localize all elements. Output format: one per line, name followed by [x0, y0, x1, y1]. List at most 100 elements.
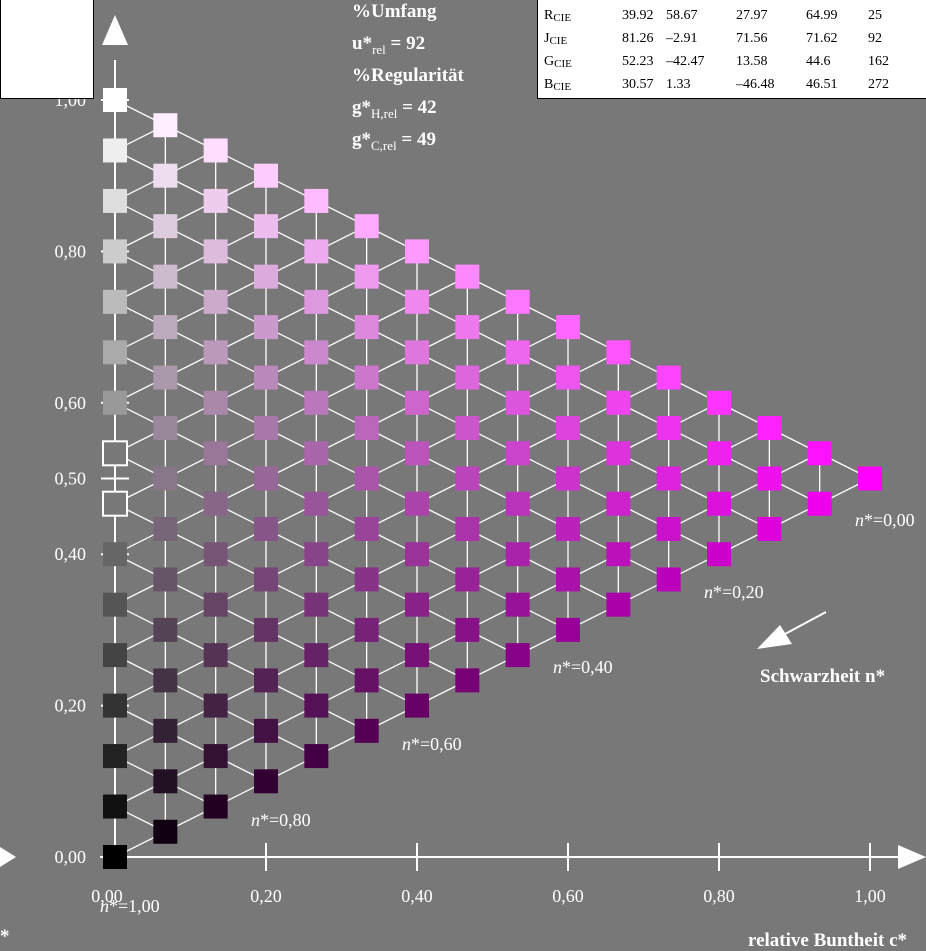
color-patch: [455, 416, 480, 441]
color-patch: [304, 542, 329, 567]
const-black-line: [114, 326, 569, 555]
n-label: n*=0,40: [553, 657, 613, 677]
y-tick-label: 0,50: [55, 469, 87, 489]
color-patch: [606, 491, 631, 516]
color-patch: [354, 264, 379, 289]
cie-table-box: RCIE 39.92 58.67 27.97 64.99 25 JCIE 81.26…: [537, 0, 926, 99]
color-patch: [757, 516, 782, 541]
schwarzheit-label: Schwarzheit n*: [760, 666, 885, 687]
color-patch: [203, 643, 228, 668]
color-patch: [254, 416, 278, 441]
y-axis-arrowhead: [102, 15, 128, 45]
color-patch: [153, 113, 178, 138]
left-arrowhead: [0, 847, 16, 867]
color-patch: [354, 466, 379, 491]
n-label: n*=0,60: [402, 734, 462, 754]
color-patch: [254, 769, 278, 794]
color-patch: [606, 441, 631, 466]
color-patch: [254, 668, 278, 693]
achromatic-hole: [102, 440, 128, 467]
color-patch: [203, 744, 228, 769]
color-patch: [304, 491, 329, 516]
color-patch: [203, 592, 228, 617]
color-patch: [807, 441, 832, 466]
color-patch: [707, 542, 731, 567]
color-patch: [254, 365, 278, 390]
color-patch: [656, 365, 681, 390]
color-patch: [304, 744, 329, 769]
color-patch: [556, 365, 580, 390]
color-patch: [405, 693, 429, 718]
cie-table: RCIE 39.92 58.67 27.97 64.99 25 JCIE 81.26…: [544, 4, 908, 96]
const-black-line: [114, 225, 367, 353]
color-patch: [405, 289, 429, 314]
color-patch: [153, 718, 178, 743]
schwarzheit-arrow-line: [784, 611, 827, 635]
color-patch: [103, 289, 127, 314]
color-patch: [203, 491, 228, 516]
x-axis-label: relative Buntheit c*: [748, 930, 907, 951]
y-tick-label: 0,00: [55, 847, 87, 867]
color-patch: [354, 214, 379, 239]
color-patch: [606, 390, 631, 415]
color-patch: [153, 769, 178, 794]
color-patch: [304, 441, 329, 466]
color-patch: [254, 466, 278, 491]
table-row: BCIE 30.57 1.33 –46.48 46.51 272: [544, 76, 889, 93]
color-patch: [354, 365, 379, 390]
color-patch: [455, 315, 480, 340]
metric-g-h-rel: g*H,rel = 42: [352, 97, 437, 121]
color-patch: [405, 592, 429, 617]
color-patch: [505, 592, 530, 617]
color-patch: [556, 315, 580, 340]
color-patch: [354, 416, 379, 441]
const-white-line: [114, 604, 367, 732]
color-patch: [254, 163, 278, 188]
color-patch: [203, 441, 228, 466]
color-patch: [304, 188, 329, 213]
color-patch: [304, 239, 329, 264]
color-patch: [254, 315, 278, 340]
const-white-line: [114, 705, 267, 782]
grid-lines: [114, 99, 871, 858]
color-patch: [203, 542, 228, 567]
color-patch: [556, 416, 580, 441]
const-black-line: [114, 175, 267, 252]
color-patch: [606, 542, 631, 567]
color-patch: [153, 163, 178, 188]
color-patch: [606, 592, 631, 617]
color-patch: [203, 794, 228, 819]
color-patch: [254, 718, 278, 743]
color-patch: [103, 794, 127, 819]
color-patch: [656, 516, 681, 541]
color-patch: [254, 214, 278, 239]
x-tick-label: 0,80: [703, 886, 735, 906]
metric-g-c-rel: g*C,rel = 49: [352, 129, 436, 153]
color-patch: [103, 744, 127, 769]
x-tick-label: 0,60: [552, 886, 584, 906]
color-patch: [103, 188, 127, 213]
color-patch: [354, 668, 379, 693]
color-patch: [858, 466, 882, 491]
n-label: n*=0,80: [251, 810, 311, 830]
color-patch: [153, 819, 178, 844]
color-patch: [556, 466, 580, 491]
color-patch: [405, 643, 429, 668]
color-patch: [153, 264, 178, 289]
color-patch: [103, 542, 127, 567]
color-patch: [405, 441, 429, 466]
color-patch: [153, 516, 178, 541]
x-tick-label: 0,00: [91, 886, 123, 906]
color-patch: [455, 617, 480, 642]
color-patch: [153, 416, 178, 441]
color-patch: [203, 340, 228, 365]
const-white-line: [114, 402, 569, 631]
left-asterisk: *: [0, 926, 10, 947]
y-tick-label: 0,80: [55, 241, 87, 261]
metric-regularity-heading: %Regularität: [352, 65, 464, 86]
color-patch: [556, 617, 580, 642]
color-patch: [656, 416, 681, 441]
color-patch: [505, 491, 530, 516]
tick-labels: 0,00 0,20 0,40 0,60 0,80 1,00 0,00 0,20 0,40 0,50…: [55, 90, 886, 906]
